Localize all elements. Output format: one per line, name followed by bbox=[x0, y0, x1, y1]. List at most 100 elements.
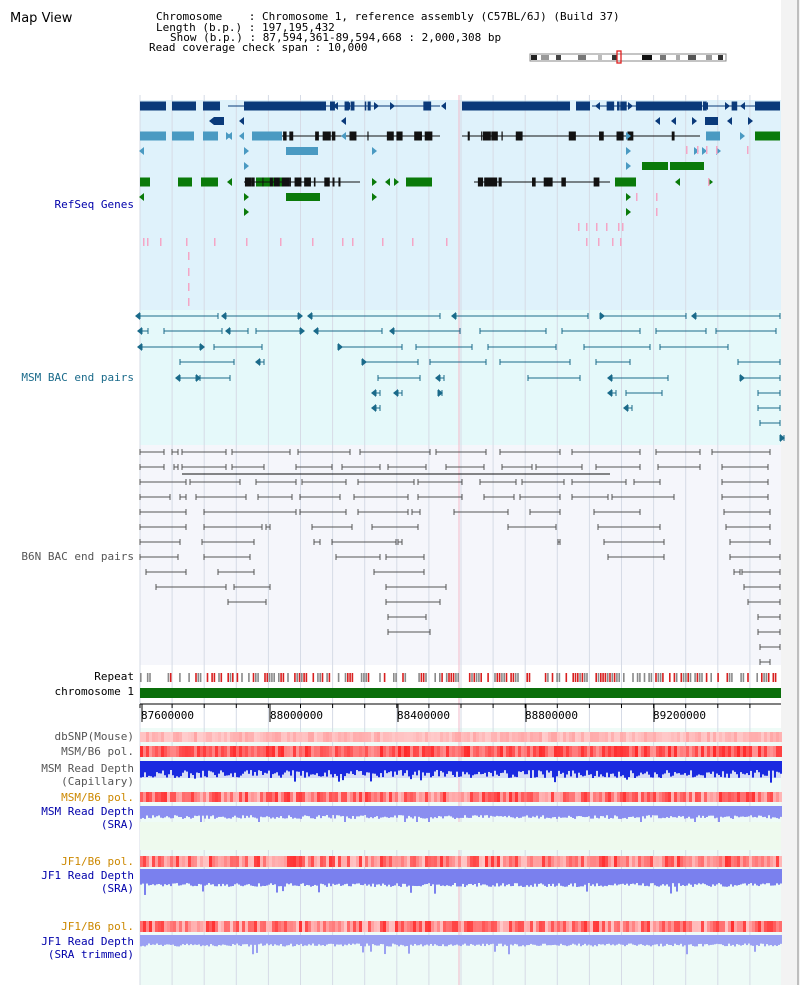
read-depth-bar bbox=[758, 935, 760, 946]
polymorphism-cell bbox=[212, 856, 215, 867]
read-depth-bar bbox=[184, 869, 186, 885]
polymorphism-cell bbox=[212, 746, 215, 757]
polymorphism-cell bbox=[344, 921, 347, 932]
read-depth-bar bbox=[222, 935, 224, 945]
read-depth-bar bbox=[750, 761, 752, 771]
read-depth-bar bbox=[446, 806, 448, 817]
polymorphism-cell bbox=[539, 746, 542, 757]
track-label-msm-b6-pol-2[interactable]: MSM/B6 pol. bbox=[61, 791, 134, 804]
polymorphism-cell bbox=[530, 732, 533, 742]
polymorphism-cell bbox=[161, 746, 164, 757]
read-depth-bar bbox=[516, 806, 518, 817]
polymorphism-cell bbox=[431, 792, 434, 802]
track-label-msm-depth-sra[interactable]: MSM Read Depth bbox=[41, 805, 134, 818]
read-depth-bar bbox=[310, 935, 312, 946]
read-depth-bar bbox=[442, 935, 444, 945]
polymorphism-cell bbox=[413, 921, 416, 932]
polymorphism-cell bbox=[410, 792, 413, 802]
read-depth-bar bbox=[352, 869, 354, 884]
polymorphism-cell bbox=[428, 792, 431, 802]
polymorphism-cell bbox=[173, 921, 176, 932]
track-label-jf1-depth-trimmed[interactable]: JF1 Read Depth bbox=[41, 935, 134, 948]
track-label-msm-bac-end-pairs[interactable]: MSM BAC end pairs bbox=[21, 371, 134, 384]
read-depth-bar bbox=[606, 935, 608, 945]
read-depth-bar bbox=[188, 869, 190, 884]
read-depth-bar bbox=[560, 869, 562, 886]
track-label-b6n-bac-end-pairs[interactable]: B6N BAC end pairs bbox=[21, 550, 134, 563]
read-depth-bar bbox=[680, 761, 682, 775]
polymorphism-cell bbox=[551, 746, 554, 757]
polymorphism-cell bbox=[686, 856, 689, 867]
read-depth-bar bbox=[484, 761, 486, 773]
read-depth-bar bbox=[166, 935, 168, 945]
polymorphism-cell bbox=[599, 732, 602, 742]
read-depth-bar bbox=[302, 806, 304, 817]
read-depth-bar bbox=[230, 869, 232, 887]
polymorphism-cell bbox=[449, 746, 452, 757]
read-depth-bar bbox=[242, 806, 244, 816]
polymorphism-cell bbox=[413, 856, 416, 867]
polymorphism-cell bbox=[722, 746, 725, 757]
repeat-mark bbox=[199, 673, 202, 682]
read-depth-bar bbox=[572, 761, 574, 771]
polymorphism-cell bbox=[284, 732, 287, 742]
polymorphism-cell bbox=[233, 856, 236, 867]
polymorphism-cell bbox=[731, 792, 734, 802]
polymorphism-cell bbox=[287, 792, 290, 802]
read-depth-bar bbox=[424, 935, 426, 946]
polymorphism-cell bbox=[359, 746, 362, 757]
read-depth-bar bbox=[630, 761, 632, 771]
read-depth-bar bbox=[168, 806, 170, 818]
polymorphism-cell bbox=[701, 792, 704, 802]
strand-arrow bbox=[196, 374, 201, 382]
read-depth-bar bbox=[172, 869, 174, 884]
read-depth-bar bbox=[482, 806, 484, 818]
polymorphism-cell bbox=[233, 921, 236, 932]
refseq-variant-tick bbox=[706, 146, 708, 154]
polymorphism-cell bbox=[764, 921, 767, 932]
track-label-msm-b6-pol[interactable]: MSM/B6 pol. bbox=[61, 745, 134, 758]
polymorphism-cell bbox=[494, 856, 497, 867]
polymorphism-cell bbox=[194, 746, 197, 757]
track-label-msm-depth-capillary[interactable]: MSM Read Depth bbox=[41, 762, 134, 775]
track-label-repeat: Repeat bbox=[94, 670, 134, 683]
track-label-jf1-depth-sra[interactable]: JF1 Read Depth bbox=[41, 869, 134, 882]
track-label-jf1-b6-pol-2[interactable]: JF1/B6 pol. bbox=[61, 920, 134, 933]
track-label-refseq-genes[interactable]: RefSeq Genes bbox=[54, 198, 134, 211]
read-depth-bar bbox=[456, 806, 458, 818]
read-depth-bar bbox=[760, 806, 762, 816]
polymorphism-cell bbox=[281, 921, 284, 932]
read-depth-bar bbox=[228, 806, 230, 819]
read-depth-bar bbox=[358, 935, 360, 944]
polymorphism-cell bbox=[212, 732, 215, 742]
polymorphism-cell bbox=[308, 732, 311, 742]
polymorphism-cell bbox=[434, 792, 437, 802]
polymorphism-cell bbox=[587, 856, 590, 867]
repeat-mark bbox=[595, 673, 597, 682]
read-depth-bar bbox=[402, 869, 404, 884]
polymorphism-cell bbox=[383, 856, 386, 867]
polymorphism-cell bbox=[671, 921, 674, 932]
read-depth-bar bbox=[700, 806, 702, 818]
read-depth-bar bbox=[766, 869, 768, 884]
read-depth-bar bbox=[314, 869, 316, 885]
track-label-dbsnp[interactable]: dbSNP(Mouse) bbox=[54, 730, 134, 743]
track-label-jf1-b6-pol[interactable]: JF1/B6 pol. bbox=[61, 855, 134, 868]
read-depth-bar bbox=[210, 761, 212, 772]
polymorphism-cell bbox=[311, 746, 314, 757]
polymorphism-cell bbox=[434, 921, 437, 932]
read-depth-bar bbox=[382, 806, 384, 818]
polymorphism-cell bbox=[251, 732, 254, 742]
read-depth-bar bbox=[142, 806, 144, 818]
refseq-variant-tick bbox=[598, 238, 600, 246]
read-depth-bar bbox=[422, 869, 424, 886]
read-depth-bar bbox=[306, 806, 308, 816]
read-depth-bar bbox=[182, 806, 184, 819]
polymorphism-cell bbox=[761, 746, 764, 757]
polymorphism-cell bbox=[560, 792, 563, 802]
repeat-mark bbox=[167, 673, 170, 682]
track-label-msm-depth-sra-sub: (SRA) bbox=[100, 818, 134, 831]
read-depth-bar bbox=[176, 935, 178, 947]
read-depth-bar bbox=[486, 869, 488, 886]
